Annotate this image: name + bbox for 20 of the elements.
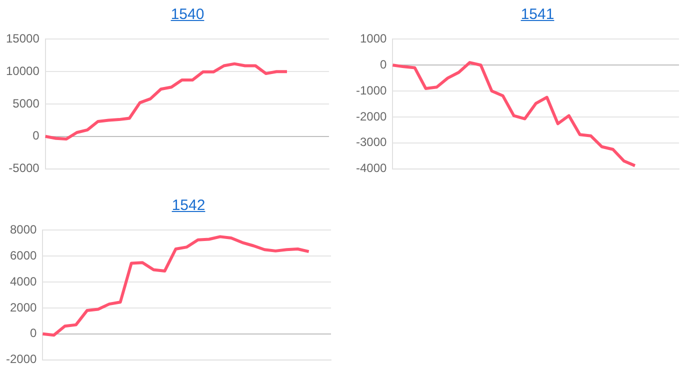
y-tick-label: 15000 <box>6 32 40 46</box>
y-tick-label: 0 <box>30 326 38 340</box>
chart-title: 1540 <box>170 5 206 25</box>
y-tick-label: 8000 <box>10 222 38 237</box>
y-tick-label: -2000 <box>356 109 388 124</box>
y-tick-label: 6000 <box>10 248 38 262</box>
y-tick-label: -3000 <box>356 135 388 150</box>
y-tick-label: -5000 <box>8 161 40 176</box>
y-tick-label: 10000 <box>6 64 40 78</box>
y-tick-label: -2000 <box>6 352 38 366</box>
y-tick-label: 2000 <box>10 300 38 314</box>
y-tick-label: 0 <box>380 57 388 72</box>
chart-title: 1541 <box>520 5 556 25</box>
y-tick-label: 0 <box>32 128 40 143</box>
y-tick-label: 5000 <box>12 96 40 110</box>
y-tick-label: 1000 <box>360 32 388 46</box>
y-tick-label: -4000 <box>356 161 388 176</box>
chart-title: 1542 <box>170 196 206 216</box>
y-tick-label: -1000 <box>356 83 388 98</box>
y-tick-label: 4000 <box>10 274 38 288</box>
